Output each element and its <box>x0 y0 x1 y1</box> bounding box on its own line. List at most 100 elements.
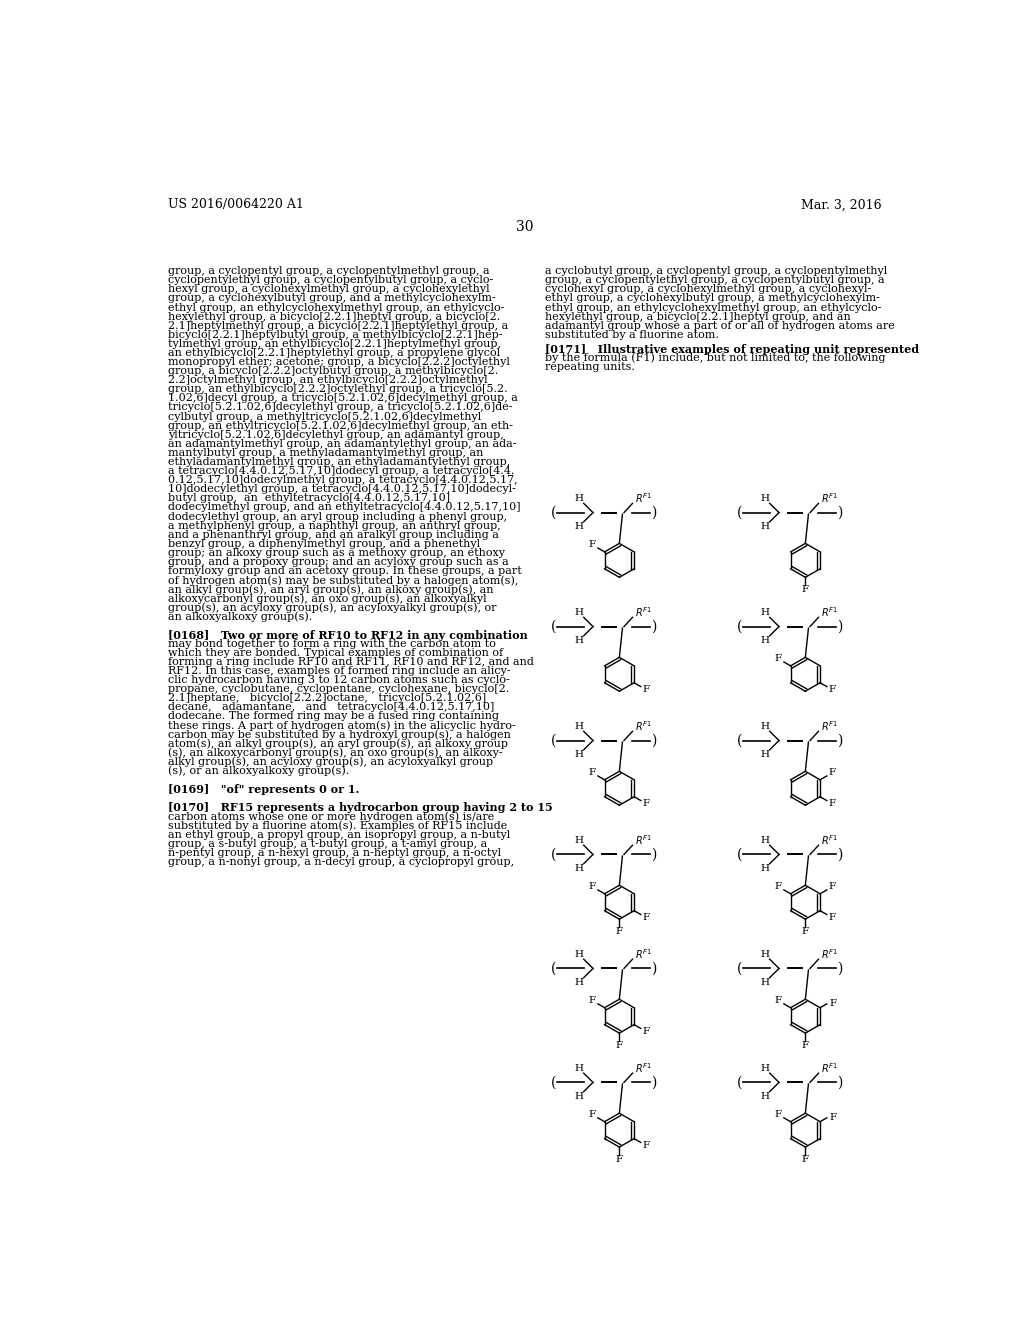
Text: H: H <box>761 978 770 987</box>
Text: an alkoxyalkoxy group(s).: an alkoxyalkoxy group(s). <box>168 611 312 622</box>
Text: H: H <box>761 750 770 759</box>
Text: 10]dodecylethyl group, a tetracyclo[4.4.0.12,5.17,10]dodecyl-: 10]dodecylethyl group, a tetracyclo[4.4.… <box>168 484 516 494</box>
Text: $R^{F1}$: $R^{F1}$ <box>821 605 838 619</box>
Text: H: H <box>574 636 584 645</box>
Text: H: H <box>761 521 770 531</box>
Text: H: H <box>761 863 770 873</box>
Text: hexyl group, a cyclohexylmethyl group, a cyclohexylethyl: hexyl group, a cyclohexylmethyl group, a… <box>168 284 489 294</box>
Text: H: H <box>574 1064 584 1073</box>
Text: F: F <box>828 799 836 808</box>
Text: H: H <box>574 950 584 960</box>
Text: (: ( <box>736 847 741 862</box>
Text: H: H <box>574 609 584 618</box>
Text: ): ) <box>838 847 843 862</box>
Text: H: H <box>761 609 770 618</box>
Text: $R^{F1}$: $R^{F1}$ <box>635 833 652 846</box>
Text: may bond together to form a ring with the carbon atom to: may bond together to form a ring with th… <box>168 639 497 648</box>
Text: $R^{F1}$: $R^{F1}$ <box>821 491 838 504</box>
Text: F: F <box>589 882 596 891</box>
Text: a tetracyclo[4.4.0.12,5.17,10]dodecyl group, a tetracyclo[4.4.: a tetracyclo[4.4.0.12,5.17,10]dodecyl gr… <box>168 466 515 477</box>
Text: 0.12,5.17,10]dodecylmethyl group, a tetracyclo[4.4.0.12,5.17,: 0.12,5.17,10]dodecylmethyl group, a tetr… <box>168 475 518 486</box>
Text: group, an ethylbicyclo[2.2.2]octylethyl group, a tricyclo[5.2.: group, an ethylbicyclo[2.2.2]octylethyl … <box>168 384 508 395</box>
Text: H: H <box>574 494 584 503</box>
Text: $R^{F1}$: $R^{F1}$ <box>821 1061 838 1074</box>
Text: dodecane. The formed ring may be a fused ring containing: dodecane. The formed ring may be a fused… <box>168 711 500 722</box>
Text: adamantyl group whose a part of or all of hydrogen atoms are: adamantyl group whose a part of or all o… <box>545 321 895 331</box>
Text: F: F <box>828 882 836 891</box>
Text: ): ) <box>838 961 843 975</box>
Text: ethyl group, an ethylcyclohexylmethyl group, an ethylcyclo-: ethyl group, an ethylcyclohexylmethyl gr… <box>168 302 505 313</box>
Text: F: F <box>589 540 596 549</box>
Text: substituted by a fluorine atom.: substituted by a fluorine atom. <box>545 330 719 339</box>
Text: 2.2]octylmethyl group, an ethylbicyclo[2.2.2]octylmethyl: 2.2]octylmethyl group, an ethylbicyclo[2… <box>168 375 487 385</box>
Text: H: H <box>574 750 584 759</box>
Text: hexylethyl group, a bicyclo[2.2.1]heptyl group, and an: hexylethyl group, a bicyclo[2.2.1]heptyl… <box>545 312 851 322</box>
Text: which they are bonded. Typical examples of combination of: which they are bonded. Typical examples … <box>168 648 504 657</box>
Text: group, a cyclopentylethyl group, a cyclopentylbutyl group, a: group, a cyclopentylethyl group, a cyclo… <box>545 276 885 285</box>
Text: yltricyclo[5.2.1.02,6]decylethyl group, an adamantyl group,: yltricyclo[5.2.1.02,6]decylethyl group, … <box>168 430 504 440</box>
Text: ethyladamantylmethyl group, an ethyladamantylethyl group,: ethyladamantylmethyl group, an ethyladam… <box>168 457 511 467</box>
Text: $R^{F1}$: $R^{F1}$ <box>635 1061 652 1074</box>
Text: H: H <box>761 722 770 731</box>
Text: tricyclo[5.2.1.02,6]decylethyl group, a tricyclo[5.2.1.02,6]de-: tricyclo[5.2.1.02,6]decylethyl group, a … <box>168 403 513 412</box>
Text: an ethyl group, a propyl group, an isopropyl group, a n-butyl: an ethyl group, a propyl group, an isopr… <box>168 829 511 840</box>
Text: formyloxy group and an acetoxy group. In these groups, a part: formyloxy group and an acetoxy group. In… <box>168 566 522 576</box>
Text: an ethylbicyclo[2.2.1]heptylethyl group, a propylene glycol: an ethylbicyclo[2.2.1]heptylethyl group,… <box>168 348 501 358</box>
Text: H: H <box>574 978 584 987</box>
Text: [0168]   Two or more of RF10 to RF12 in any combination: [0168] Two or more of RF10 to RF12 in an… <box>168 630 528 640</box>
Text: F: F <box>802 1155 809 1164</box>
Text: (: ( <box>736 1076 741 1089</box>
Text: ): ) <box>838 619 843 634</box>
Text: F: F <box>828 685 836 694</box>
Text: group(s), an acyloxy group(s), an acyloxyalkyl group(s), or: group(s), an acyloxy group(s), an acylox… <box>168 602 497 612</box>
Text: [0171]   Illustrative examples of repeating unit represented: [0171] Illustrative examples of repeatin… <box>545 343 920 355</box>
Text: H: H <box>574 521 584 531</box>
Text: group, a s-butyl group, a t-butyl group, a t-amyl group, a: group, a s-butyl group, a t-butyl group,… <box>168 838 487 849</box>
Text: (s), an alkoxycarbonyl group(s), an oxo group(s), an alkoxy-: (s), an alkoxycarbonyl group(s), an oxo … <box>168 747 503 758</box>
Text: group, an ethyltricyclo[5.2.1.02,6]decylmethyl group, an eth-: group, an ethyltricyclo[5.2.1.02,6]decyl… <box>168 421 513 430</box>
Text: ethyl group, a cyclohexylbutyl group, a methylcyclohexylm-: ethyl group, a cyclohexylbutyl group, a … <box>545 293 880 304</box>
Text: [0170]   RF15 represents a hydrocarbon group having 2 to 15: [0170] RF15 represents a hydrocarbon gro… <box>168 803 553 813</box>
Text: F: F <box>828 913 836 923</box>
Text: mantylbutyl group, a methyladamantylmethyl group, an: mantylbutyl group, a methyladamantylmeth… <box>168 447 483 458</box>
Text: H: H <box>761 1064 770 1073</box>
Text: cylbutyl group, a methyltricyclo[5.2.1.02,6]decylmethyl: cylbutyl group, a methyltricyclo[5.2.1.0… <box>168 412 481 421</box>
Text: (: ( <box>736 961 741 975</box>
Text: F: F <box>829 1113 837 1122</box>
Text: 2.1]heptane,   bicyclo[2.2.2]octane,   tricyclo[5.2.1.02,6]: 2.1]heptane, bicyclo[2.2.2]octane, tricy… <box>168 693 486 704</box>
Text: cyclopentylethyl group, a cyclopentylbutyl group, a cyclo-: cyclopentylethyl group, a cyclopentylbut… <box>168 276 494 285</box>
Text: F: F <box>643 913 650 923</box>
Text: H: H <box>574 836 584 845</box>
Text: n-pentyl group, a n-hexyl group, a n-heptyl group, a n-octyl: n-pentyl group, a n-hexyl group, a n-hep… <box>168 847 502 858</box>
Text: alkoxycarbonyl group(s), an oxo group(s), an alkoxyalkyl: alkoxycarbonyl group(s), an oxo group(s)… <box>168 593 487 603</box>
Text: F: F <box>775 997 782 1006</box>
Text: H: H <box>574 863 584 873</box>
Text: group, a bicyclo[2.2.2]octylbutyl group, a methylbicyclo[2.: group, a bicyclo[2.2.2]octylbutyl group,… <box>168 366 499 376</box>
Text: 30: 30 <box>516 220 534 234</box>
Text: F: F <box>643 1140 650 1150</box>
Text: F: F <box>643 799 650 808</box>
Text: 1.02,6]decyl group, a tricyclo[5.2.1.02,6]decylmethyl group, a: 1.02,6]decyl group, a tricyclo[5.2.1.02,… <box>168 393 518 404</box>
Text: ): ) <box>651 961 656 975</box>
Text: carbon atoms whose one or more hydrogen atom(s) is/are: carbon atoms whose one or more hydrogen … <box>168 812 495 822</box>
Text: (: ( <box>550 961 556 975</box>
Text: ethyl group, an ethylcyclohexylmethyl group, an ethylcyclo-: ethyl group, an ethylcyclohexylmethyl gr… <box>545 302 882 313</box>
Text: (: ( <box>736 734 741 747</box>
Text: ): ) <box>651 619 656 634</box>
Text: ): ) <box>651 847 656 862</box>
Text: (: ( <box>736 506 741 520</box>
Text: (: ( <box>550 847 556 862</box>
Text: F: F <box>775 655 782 664</box>
Text: H: H <box>761 836 770 845</box>
Text: F: F <box>615 1155 623 1164</box>
Text: H: H <box>574 722 584 731</box>
Text: cyclohexyl group, a cyclohexylmethyl group, a cyclohexyl-: cyclohexyl group, a cyclohexylmethyl gro… <box>545 284 871 294</box>
Text: and a phenanthryl group, and an aralkyl group including a: and a phenanthryl group, and an aralkyl … <box>168 529 499 540</box>
Text: [0169]   "of" represents 0 or 1.: [0169] "of" represents 0 or 1. <box>168 784 359 795</box>
Text: ): ) <box>651 734 656 747</box>
Text: (: ( <box>550 506 556 520</box>
Text: ): ) <box>651 506 656 520</box>
Text: ): ) <box>838 1076 843 1089</box>
Text: H: H <box>574 1092 584 1101</box>
Text: an alkyl group(s), an aryl group(s), an alkoxy group(s), an: an alkyl group(s), an aryl group(s), an … <box>168 585 494 595</box>
